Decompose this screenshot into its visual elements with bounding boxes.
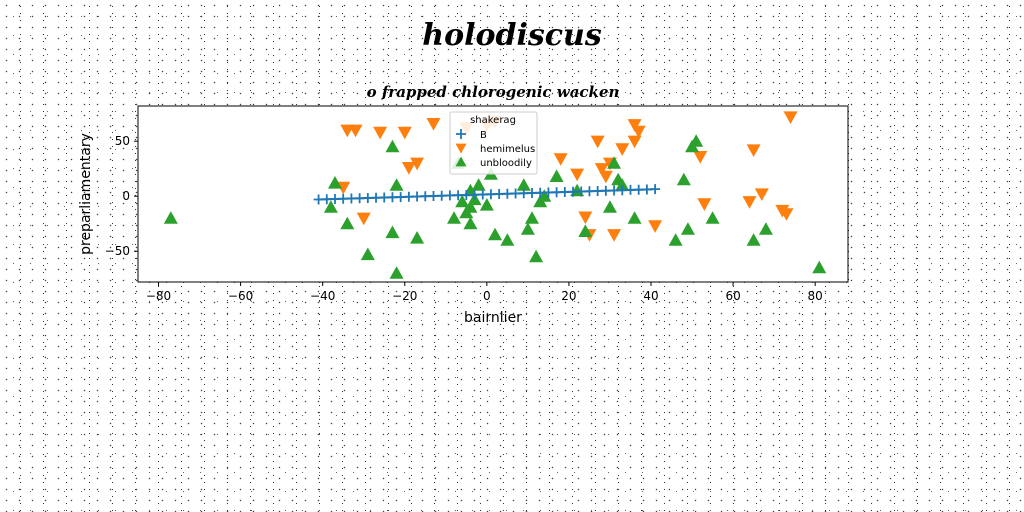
data-point — [516, 178, 531, 191]
data-point — [779, 208, 794, 221]
legend-marker — [455, 156, 467, 167]
data-point — [553, 153, 568, 166]
data-point — [410, 231, 425, 244]
data-point — [697, 198, 712, 211]
data-point — [627, 119, 642, 132]
data-point — [463, 216, 478, 230]
data-point — [455, 194, 470, 208]
data-point — [607, 229, 622, 242]
data-point — [570, 168, 585, 182]
data-point — [385, 225, 400, 239]
data-point — [746, 144, 761, 157]
data-point — [488, 227, 503, 241]
data-point — [529, 249, 544, 263]
legend-label: B — [480, 130, 487, 141]
data-point — [783, 111, 798, 124]
legend-title: shakerag — [470, 115, 516, 126]
data-point — [348, 124, 363, 138]
x-axis-label: bairnlier — [464, 310, 522, 326]
y-tick-label: 50 — [115, 134, 130, 148]
legend-marker — [455, 143, 467, 154]
data-point — [401, 162, 416, 175]
x-tick-label: −80 — [146, 289, 171, 303]
chart-title: o frapped chlorogenic wacken — [367, 83, 620, 101]
data-point — [537, 189, 552, 202]
data-point — [627, 135, 642, 149]
data-point — [447, 211, 462, 224]
data-point — [594, 163, 609, 176]
data-point — [607, 156, 622, 169]
x-axis-ticks: −80 −60 −40 −20 0 20 40 60 80 — [146, 282, 823, 303]
data-point — [327, 176, 342, 189]
data-point — [754, 188, 769, 201]
data-point — [479, 198, 494, 211]
data-point — [705, 211, 720, 224]
data-point — [680, 222, 695, 235]
plot-frame — [137, 105, 849, 283]
data-point — [163, 211, 178, 224]
data-point — [650, 184, 661, 195]
data-point — [812, 260, 827, 274]
y-tick-label: 0 — [122, 189, 130, 203]
data-point — [602, 200, 617, 213]
legend-box — [449, 111, 538, 175]
x-tick-label: −60 — [228, 289, 253, 303]
data-point — [389, 178, 404, 191]
data-point — [615, 178, 630, 191]
x-tick-label: 40 — [643, 289, 658, 303]
legend-label: hemimelus — [480, 144, 535, 155]
data-point — [590, 135, 605, 149]
x-tick-label: 0 — [483, 289, 491, 303]
data-point — [758, 222, 773, 235]
data-point — [693, 151, 708, 164]
x-tick-label: −40 — [310, 289, 335, 303]
x-tick-label: −20 — [392, 289, 417, 303]
data-point — [389, 266, 404, 279]
legend-label: unbloodily — [480, 158, 532, 169]
data-point — [668, 233, 683, 246]
data-point — [385, 139, 400, 153]
data-point — [524, 211, 539, 224]
data-point — [742, 196, 757, 209]
data-point — [615, 143, 630, 156]
x-tick-label: 60 — [725, 289, 740, 303]
data-point — [631, 125, 646, 139]
data-point — [323, 200, 338, 213]
data-point — [426, 118, 441, 131]
data-point — [459, 205, 474, 219]
data-point — [360, 247, 375, 261]
data-point — [549, 169, 564, 182]
y-axis-label: preparliamentary — [78, 133, 94, 255]
data-point — [676, 172, 691, 186]
data-point — [746, 233, 761, 246]
data-point — [598, 170, 613, 184]
data-point — [500, 233, 515, 246]
data-point — [578, 211, 593, 225]
data-point — [471, 178, 486, 191]
x-tick-label: 80 — [808, 289, 823, 303]
figure-suptitle: holodiscus — [422, 18, 602, 53]
data-point — [397, 126, 412, 140]
x-tick-label: 20 — [561, 289, 576, 303]
data-point — [689, 134, 704, 147]
data-point — [373, 126, 388, 140]
data-point — [627, 211, 642, 224]
y-axis-ticks: −50 0 50 — [105, 134, 138, 258]
data-point — [356, 212, 371, 226]
data-point — [648, 220, 663, 233]
data-point — [520, 222, 535, 235]
series-B — [313, 184, 661, 205]
data-point — [578, 224, 593, 237]
data-point — [340, 216, 355, 230]
data-point — [410, 157, 425, 171]
y-tick-label: −50 — [105, 244, 130, 258]
legend-marker — [456, 129, 466, 139]
